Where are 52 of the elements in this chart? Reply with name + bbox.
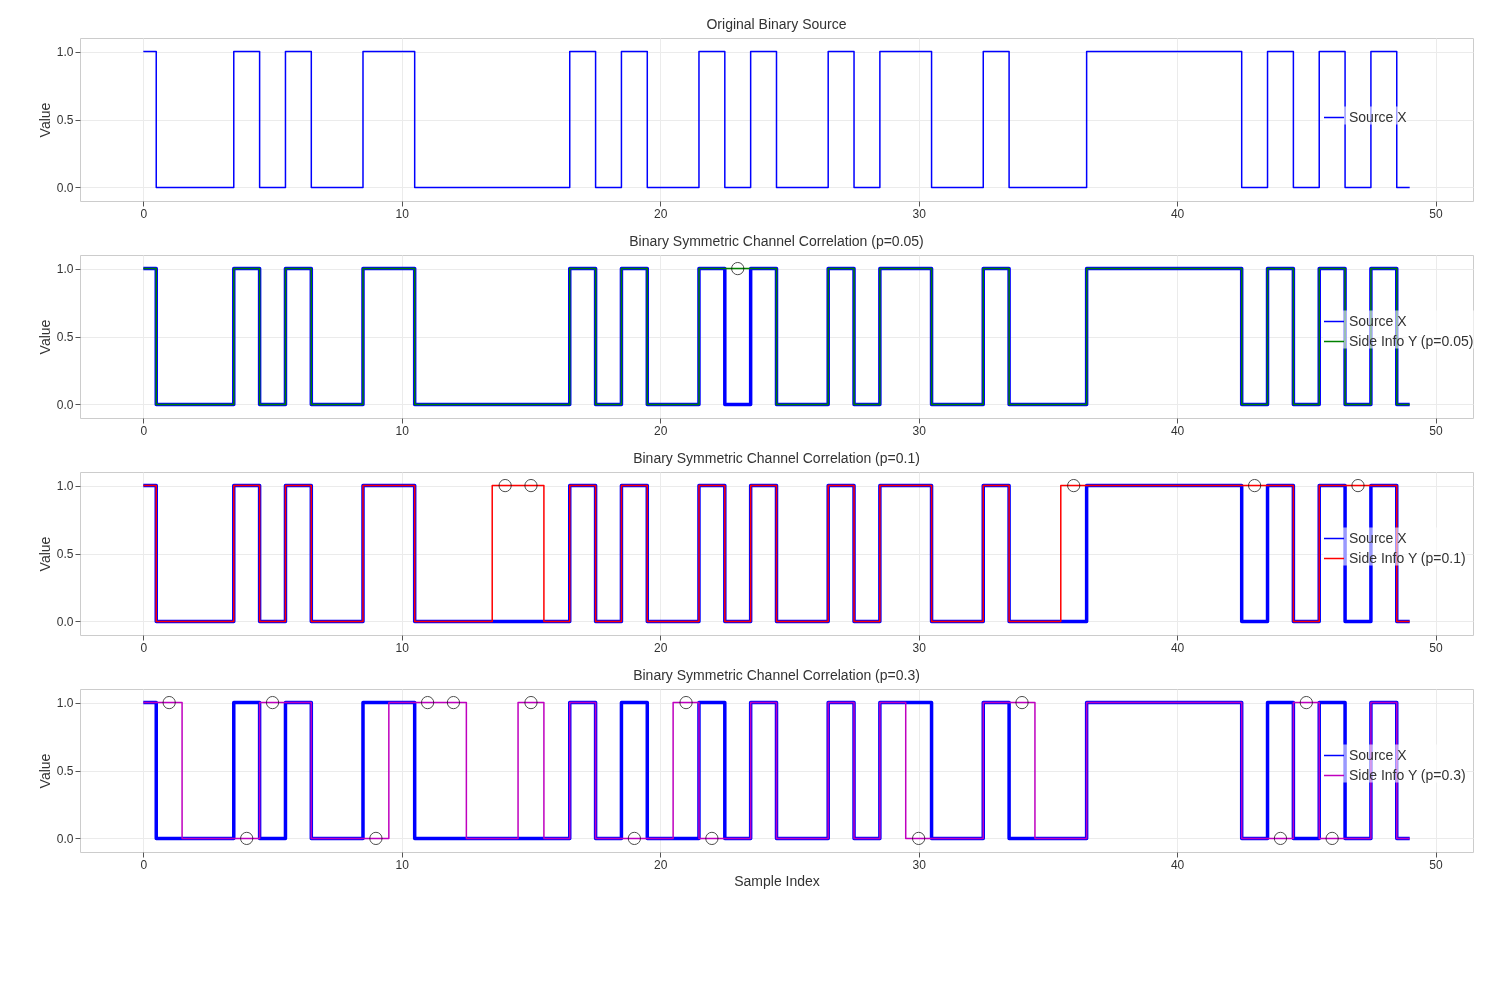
y-tick-label: 0.0 [56, 180, 74, 195]
y-tick-label: 0.5 [56, 330, 74, 344]
x-tick-label: 20 [654, 423, 668, 438]
x-tick-label: 50 [1429, 640, 1444, 655]
x-tick-label: 40 [1170, 423, 1185, 438]
y-tick-label: 0.0 [56, 614, 74, 629]
x-tick-label: 30 [912, 640, 927, 655]
x-tick-label: 10 [395, 206, 410, 221]
x-tick-label: 0 [140, 640, 148, 655]
legend-label: Source X [1349, 108, 1408, 125]
legend-label: Source X [1349, 529, 1408, 546]
y-axis-title: Value [36, 102, 53, 138]
y-tick-label: 0.5 [56, 547, 74, 561]
chart-title: Binary Symmetric Channel Correlation (p=0.05) [629, 233, 924, 249]
y-tick-label: 0.5 [56, 113, 74, 127]
x-tick-label: 40 [1170, 206, 1185, 221]
x-tick-label: 20 [654, 206, 668, 221]
y-axis-title: Value [36, 319, 53, 355]
y-axis-title: Value [36, 536, 53, 572]
y-tick-label: 1.0 [56, 696, 74, 711]
x-tick-label: 30 [912, 423, 927, 438]
x-tick-label: 30 [912, 857, 927, 872]
x-tick-label: 20 [654, 857, 668, 872]
x-tick-label: 40 [1170, 640, 1185, 655]
legend-label: Side Info Y (p=0.3) [1349, 766, 1466, 783]
y-tick-label: 1.0 [56, 479, 74, 494]
legend-label: Source X [1349, 312, 1408, 329]
y-tick-label: 0.5 [56, 764, 74, 778]
y-tick-label: 0.0 [56, 397, 74, 412]
x-tick-label: 50 [1429, 423, 1444, 438]
x-tick-label: 0 [140, 206, 148, 221]
x-tick-label: 10 [395, 857, 410, 872]
y-tick-label: 0.0 [56, 831, 74, 846]
y-tick-label: 1.0 [56, 262, 74, 277]
x-tick-label: 50 [1429, 857, 1444, 872]
legend-label: Side Info Y (p=0.1) [1349, 549, 1466, 566]
x-tick-label: 20 [654, 640, 668, 655]
legend-label: Source X [1349, 746, 1408, 763]
x-axis-title: Sample Index [734, 872, 820, 889]
y-tick-label: 1.0 [56, 45, 74, 60]
legend-label: Side Info Y (p=0.05) [1349, 332, 1474, 349]
chart-title: Original Binary Source [706, 16, 847, 32]
chart-title: Binary Symmetric Channel Correlation (p=0.3) [633, 667, 920, 683]
chart-title: Binary Symmetric Channel Correlation (p=0.1) [633, 450, 920, 466]
x-tick-label: 0 [140, 857, 148, 872]
x-tick-label: 40 [1170, 857, 1185, 872]
x-tick-label: 50 [1429, 206, 1444, 221]
x-tick-label: 10 [395, 423, 410, 438]
x-tick-label: 10 [395, 640, 410, 655]
y-axis-title: Value [36, 753, 53, 789]
x-tick-label: 0 [140, 423, 148, 438]
x-tick-label: 30 [912, 206, 927, 221]
